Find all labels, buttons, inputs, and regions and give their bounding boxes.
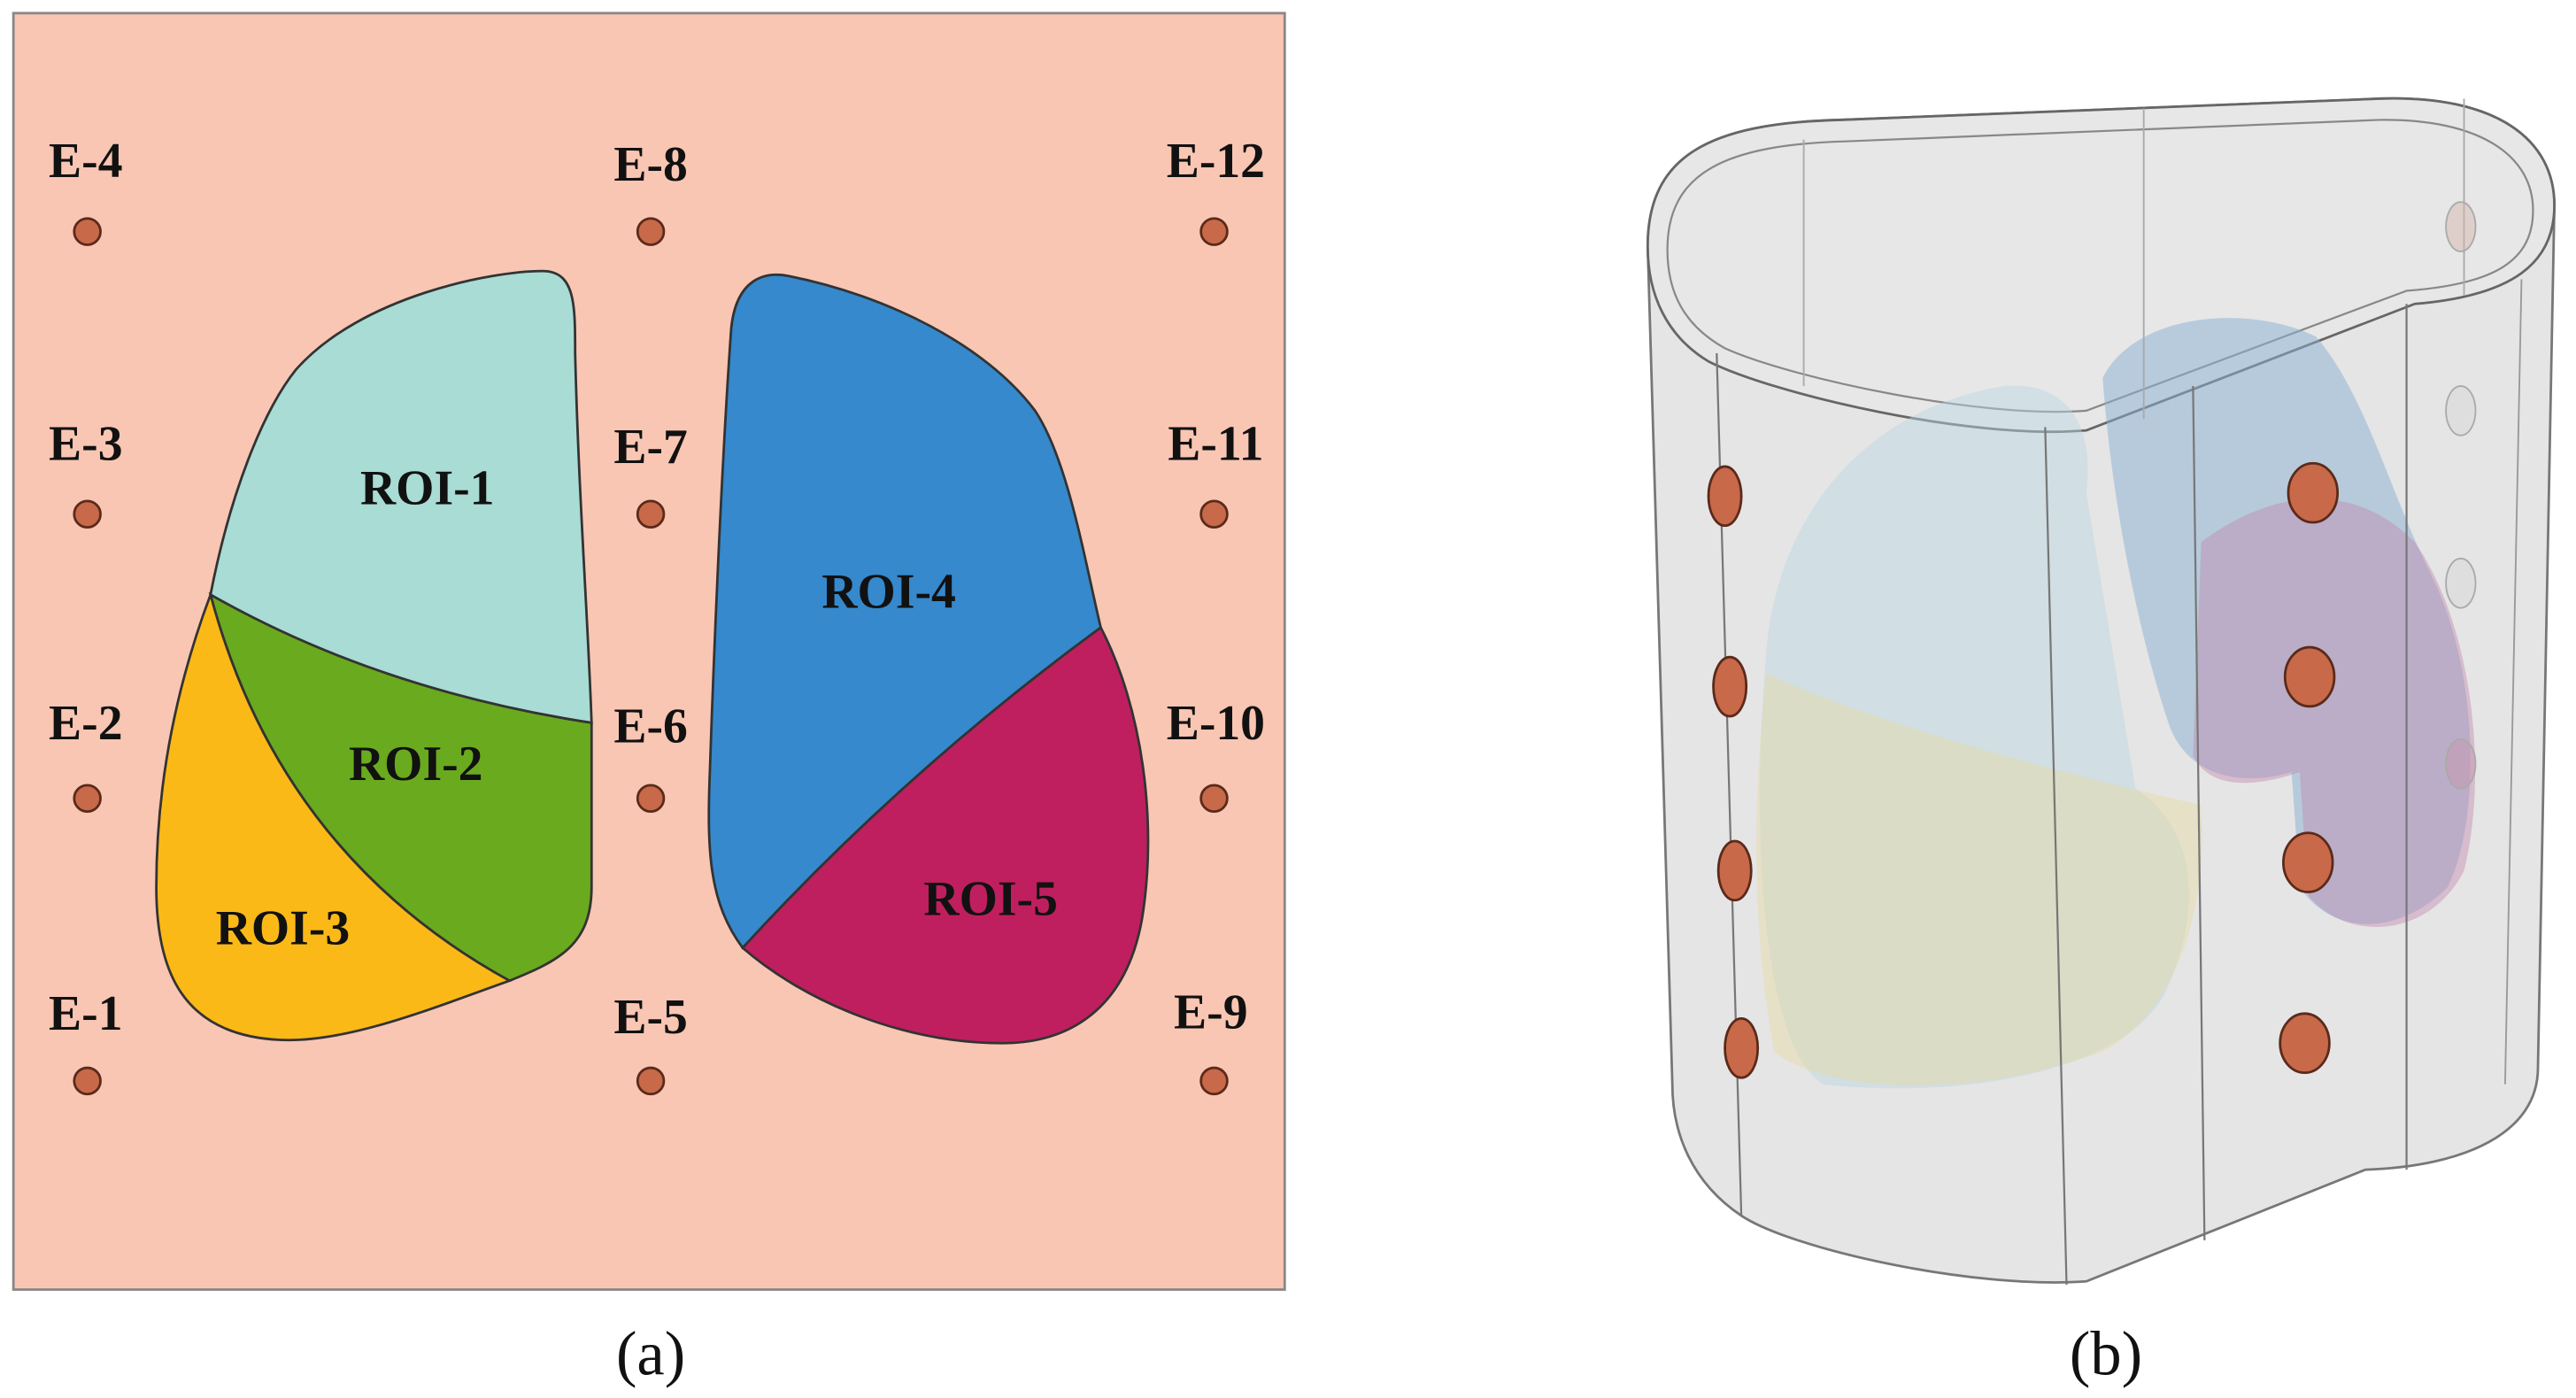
roi-label: ROI-3 [216, 901, 351, 956]
left-lung-lower [1756, 673, 2202, 1085]
electrode-back [2445, 557, 2477, 609]
electrode-labels: E-1 E-2 E-3 E-4 E-5 E-6 E-7 E-8 E-9 E-10… [49, 134, 1265, 1045]
electrode-back [2445, 385, 2477, 436]
electrode [2282, 831, 2334, 893]
caption: (a) [616, 1319, 685, 1388]
electrode-label: E-5 [613, 990, 687, 1045]
electrode [1199, 499, 1229, 529]
electrode-back [2445, 738, 2477, 790]
electrode [636, 217, 666, 246]
roi-label: ROI-5 [923, 871, 1058, 926]
electrode-back [2445, 201, 2477, 252]
roi-label: ROI-2 [349, 737, 483, 792]
seam [2503, 279, 2523, 1085]
electrode-label: E-4 [49, 134, 122, 189]
electrode [2287, 461, 2340, 524]
electrode-label: E-11 [1168, 416, 1263, 471]
seam [2044, 427, 2068, 1286]
electrodes [73, 217, 1229, 1096]
electrode-label: E-12 [1167, 134, 1265, 189]
electrode [73, 499, 102, 529]
electrode [1712, 655, 1748, 718]
electrode [636, 1066, 666, 1096]
electrode [73, 217, 102, 246]
right-lung-lower [2193, 498, 2476, 928]
left-lung [1760, 385, 2189, 1089]
roi-5-region [740, 625, 1150, 1045]
electrode [2279, 1012, 2331, 1075]
electrode-label: E-10 [1167, 696, 1265, 751]
electrode-label: E-2 [49, 696, 122, 751]
roi-label: ROI-4 [821, 564, 956, 619]
electrode-label: E-9 [1174, 985, 1247, 1039]
electrode-label: E-1 [49, 986, 122, 1041]
electrode [1199, 1066, 1229, 1096]
electrode [636, 499, 666, 529]
electrode-label: E-7 [613, 420, 687, 475]
caption: (b) [2070, 1319, 2142, 1388]
roi-labels: ROI-1 ROI-2 ROI-3 ROI-4 ROI-5 [216, 460, 1058, 955]
container-rim [1646, 97, 2556, 434]
electrode-label: E-6 [613, 699, 687, 753]
electrode [2283, 645, 2336, 708]
electrode [73, 1066, 102, 1096]
electrode [1724, 1016, 1760, 1079]
electrode [73, 784, 102, 813]
electrode-label: E-8 [613, 137, 687, 192]
electrode [1707, 465, 1743, 528]
electrode [1716, 839, 1753, 902]
seam [2192, 386, 2206, 1240]
container-rim-inner [1666, 119, 2534, 413]
panel-a: E-1 E-2 E-3 E-4 E-5 E-6 E-7 E-8 E-9 E-10… [12, 12, 1286, 1388]
electrode [1199, 217, 1229, 246]
electrode-label: E-3 [49, 416, 122, 471]
electrode [1199, 784, 1229, 813]
electrode [636, 784, 666, 813]
roi-label: ROI-1 [360, 460, 495, 515]
panel-b: (b) [1646, 97, 2556, 1388]
roi-3-region [155, 591, 513, 1042]
